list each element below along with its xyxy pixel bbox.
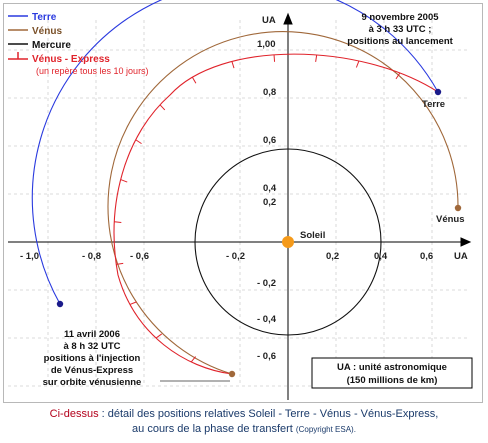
axes: [8, 12, 472, 400]
y-axis-unit: UA: [262, 15, 276, 26]
venus-express-tick-marks: [114, 54, 401, 363]
legend-venus-express-note: (un repère tous les 10 jours): [36, 66, 149, 76]
terre-launch-dot: [434, 88, 442, 96]
launch-note-line: 9 novembre 2005: [361, 12, 439, 23]
injection-note-line: sur orbite vénusienne: [43, 377, 142, 388]
y-tick-label: 0,6: [263, 135, 276, 146]
unit-box-line: (150 millions de km): [347, 375, 438, 386]
venus-express-tick: [231, 61, 235, 69]
y-tick-label: 1,00: [257, 39, 276, 50]
venus-express-tick: [116, 262, 124, 265]
venus-injection-dot: [228, 370, 236, 378]
legend-mercure-label: Mercure: [32, 40, 71, 51]
x-tick-label: - 0,2: [226, 251, 245, 262]
caption-text: : détail des positions relatives Soleil …: [98, 408, 439, 420]
launch-note: 9 novembre 2005 à 3 h 33 UTC ; positions…: [347, 12, 453, 47]
injection-note-line: positions à l'injection: [44, 353, 141, 364]
caption-copyright: (Copyright ESA).: [295, 425, 356, 434]
x-axis-arrow: [460, 237, 472, 247]
y-tick-label: 0,2: [263, 197, 276, 208]
unit-box: UA : unité astronomique (150 millions de…: [311, 357, 473, 389]
venus-express-tick: [395, 72, 401, 80]
injection-note-line: à 8 h 32 UTC: [63, 341, 120, 352]
y-tick-label: - 0,6: [257, 351, 276, 362]
x-tick-label: 0,2: [326, 251, 339, 262]
x-axis-unit: UA: [454, 251, 468, 262]
x-tick-label: - 1,0: [20, 251, 39, 262]
unit-box-line: UA : unité astronomique: [337, 362, 447, 373]
y-axis-arrow: [283, 12, 293, 25]
venus-label: Vénus: [436, 214, 465, 225]
venus-express-tick: [159, 104, 166, 111]
venus-express-tick: [273, 54, 276, 62]
y-tick-label: 0,8: [263, 87, 276, 98]
transfer-orbit-diagram: Soleil Terre Vénus UA UA - 1,0 - 0,8 - 0…: [8, 0, 473, 400]
venus-express-tick: [129, 301, 137, 305]
injection-note: 11 avril 2006 à 8 h 32 UTC positions à l…: [43, 329, 142, 388]
launch-note-line: positions au lancement: [347, 36, 453, 47]
y-tick-label: - 0,4: [257, 314, 277, 325]
figure-caption: Ci-dessus : détail des positions relativ…: [0, 407, 488, 437]
venus-express-tick: [315, 54, 318, 62]
venus-express-tick: [355, 60, 360, 68]
venus-express-trajectory: [113, 53, 439, 375]
injection-note-line: de Vénus-Express: [51, 365, 133, 376]
x-tick-label: - 0,8: [82, 251, 101, 262]
venus-orbit: [107, 31, 459, 375]
caption-line-2: au cours de la phase de transfert (Copyr…: [0, 422, 488, 437]
x-tick-label: 0,4: [374, 251, 388, 262]
diagram-frame: [3, 3, 483, 403]
y-tick-label: - 0,2: [257, 278, 276, 289]
venus-express-tick: [191, 76, 197, 84]
venus-express-tick: [135, 139, 142, 145]
legend: Terre Vénus Mercure Vénus - Express (un …: [8, 12, 149, 76]
caption-lead: Ci-dessus: [49, 408, 99, 420]
soleil-label: Soleil: [300, 230, 325, 241]
soleil-dot: [282, 236, 294, 248]
y-tick-label: 0,4: [263, 183, 277, 194]
launch-note-line: à 3 h 33 UTC ;: [369, 24, 432, 35]
mercure-orbit: [194, 148, 382, 336]
venus-launch-dot: [454, 204, 462, 212]
x-tick-label: - 0,6: [130, 251, 149, 262]
venus-express-tick: [190, 356, 197, 363]
terre-label: Terre: [422, 99, 445, 110]
legend-venus-label: Vénus: [32, 26, 62, 37]
terre-injection-dot: [56, 300, 64, 308]
legend-venus-express-label: Vénus - Express: [32, 54, 110, 65]
caption-text-2: au cours de la phase de transfert: [132, 423, 293, 435]
legend-terre-label: Terre: [32, 12, 57, 23]
terre-orbit: [31, 0, 439, 305]
x-tick-label: 0,6: [420, 251, 433, 262]
injection-note-line: 11 avril 2006: [64, 329, 120, 340]
caption-line-1: Ci-dessus : détail des positions relativ…: [0, 407, 488, 422]
venus-express-tick: [120, 179, 128, 183]
venus-express-tick: [155, 333, 163, 339]
venus-express-tick: [114, 221, 122, 224]
